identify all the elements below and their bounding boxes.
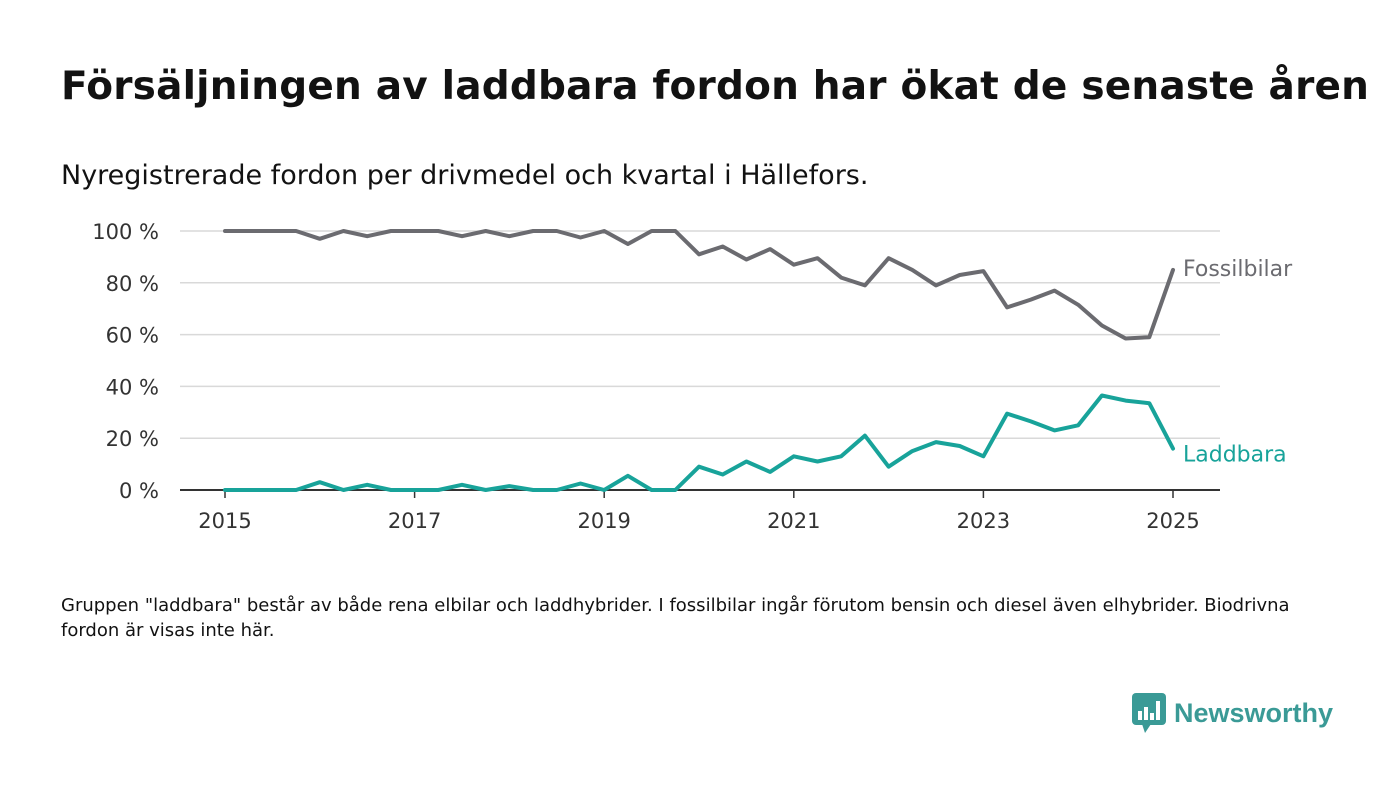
series-layer: Fossilbilar Laddbara [223, 229, 1293, 492]
x-tick-label: 2025 [1146, 509, 1199, 533]
y-axis: 0 % 20 % 40 % 60 % 80 % 100 % [92, 220, 159, 503]
y-tick-label: 100 % [92, 220, 159, 244]
x-tick-label: 2019 [577, 509, 630, 533]
y-tick-label: 80 % [106, 272, 159, 296]
series-label-fossilbilar: Fossilbilar [1183, 257, 1293, 282]
newsworthy-logo[interactable]: Newsworthy [1132, 692, 1333, 734]
line-chart: 0 % 20 % 40 % 60 % 80 % 100 % 2015 2017 2019 202… [92, 220, 1293, 533]
y-tick-label: 0 % [119, 479, 159, 503]
footnote: Gruppen "laddbara" består av både rena e… [61, 595, 1290, 641]
chart-subtitle: Nyregistrerade fordon per drivmedel och … [61, 160, 869, 191]
x-tick-label: 2017 [388, 509, 441, 533]
series-line-fossilbilar [223, 229, 1175, 341]
series-label-laddbara: Laddbara [1183, 443, 1287, 468]
brand-name: Newsworthy [1174, 697, 1334, 728]
y-tick-label: 20 % [106, 427, 159, 451]
x-tick-label: 2023 [957, 509, 1010, 533]
series-line-laddbara [223, 393, 1175, 492]
x-tick-label: 2015 [198, 509, 251, 533]
chart-title: Försäljningen av laddbara fordon har öka… [61, 64, 1370, 109]
y-tick-label: 60 % [106, 324, 159, 348]
x-axis: 2015 2017 2019 2021 2023 2025 [180, 489, 1220, 533]
grid-lines [180, 230, 1220, 439]
x-tick-label: 2021 [767, 509, 820, 533]
y-tick-label: 40 % [106, 375, 159, 399]
bar-chart-speech-bubble-icon [1132, 693, 1166, 733]
